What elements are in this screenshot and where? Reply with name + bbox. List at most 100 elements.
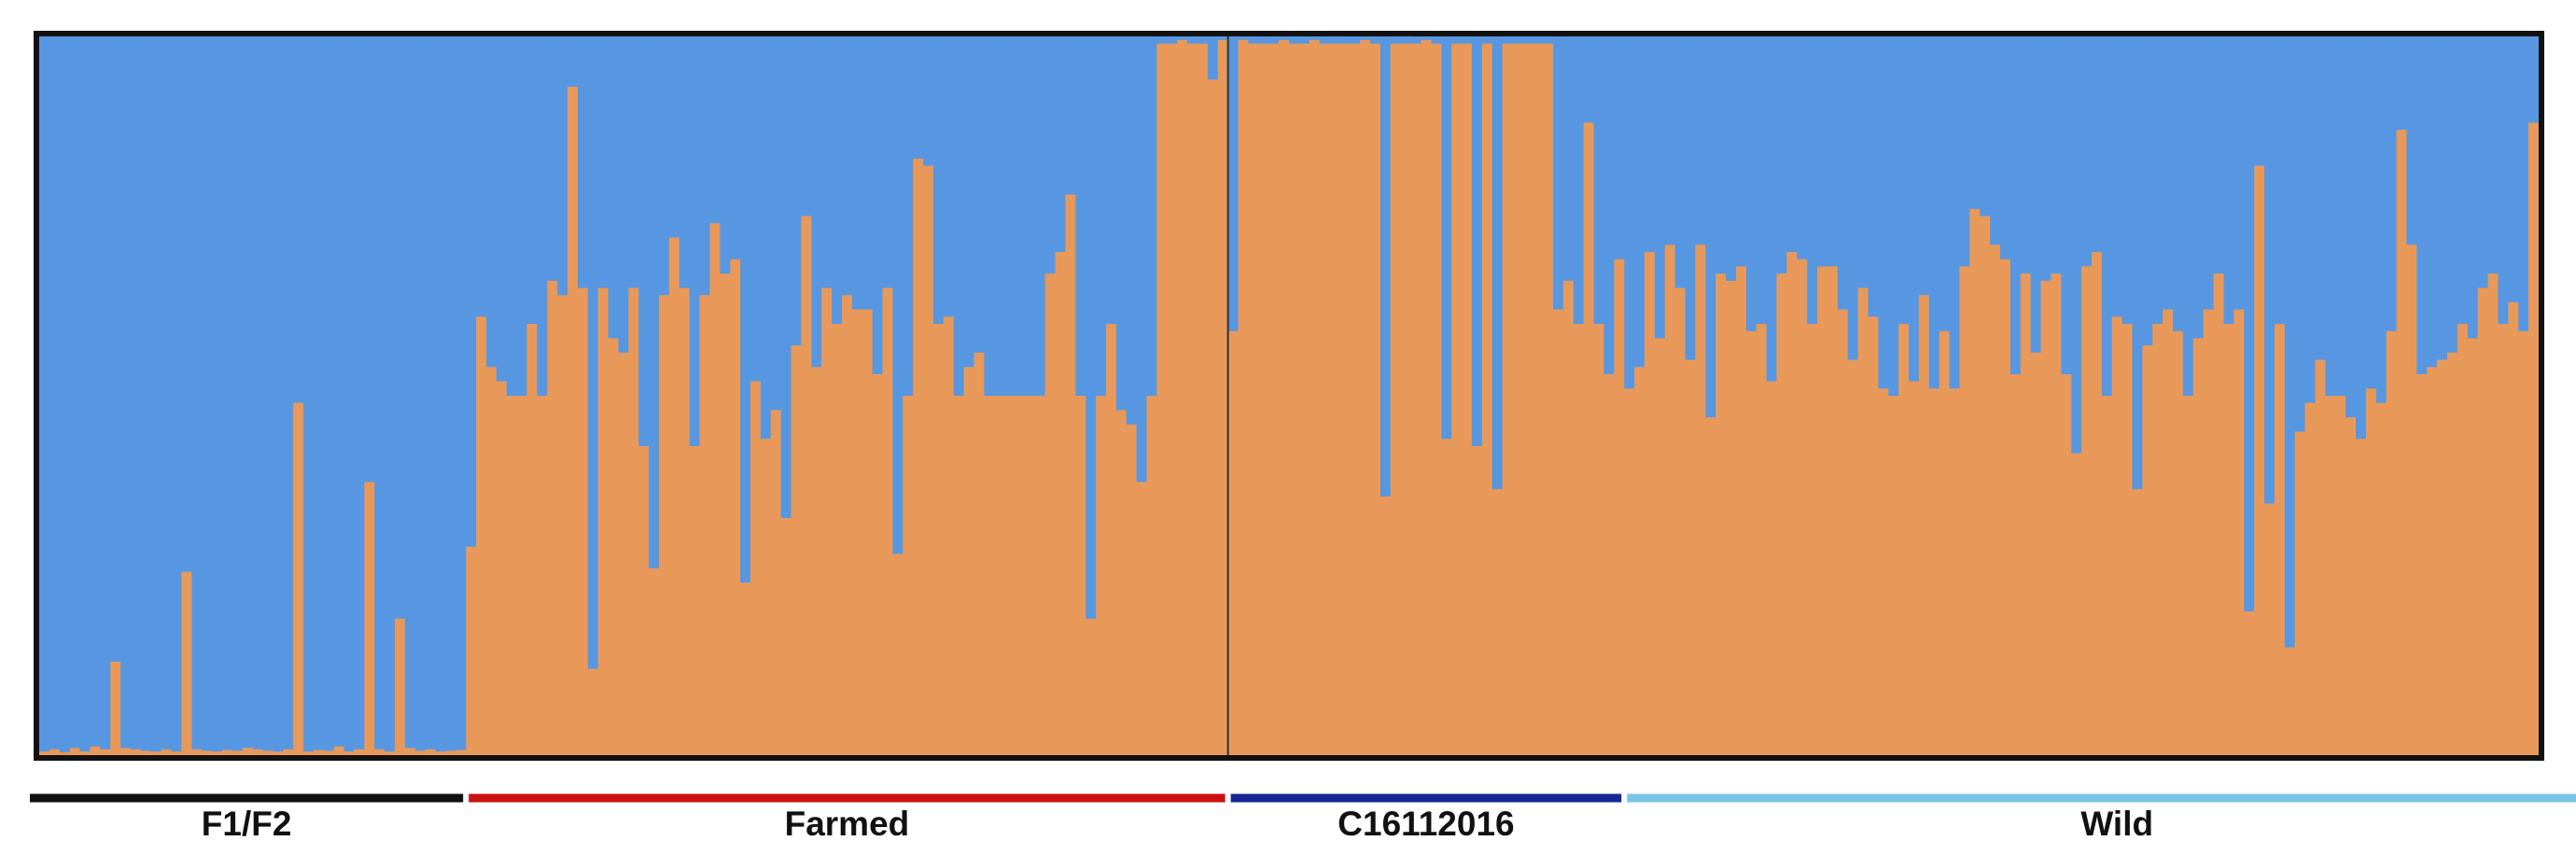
- bar-89-upper: [943, 36, 955, 317]
- bar-14-lower: [181, 571, 192, 755]
- bar-64-upper: [689, 36, 701, 447]
- bar-218-lower: [2254, 165, 2265, 756]
- bar-173-upper: [1797, 36, 1808, 260]
- bar-69-lower: [740, 582, 751, 755]
- bar-182-lower: [1888, 396, 1899, 755]
- bar-178-lower: [1847, 359, 1859, 755]
- bar-105-upper: [1106, 36, 1117, 325]
- bar-11-lower: [150, 751, 162, 755]
- bar-141-upper: [1471, 36, 1483, 447]
- bar-54-upper: [587, 36, 599, 670]
- bar-196-upper: [2030, 36, 2042, 354]
- bar-240-upper: [2477, 36, 2489, 288]
- bar-80-lower: [851, 309, 863, 755]
- bar-44-lower: [485, 367, 497, 755]
- bar-20-upper: [242, 36, 254, 749]
- bar-83-lower: [882, 287, 894, 755]
- bar-13-lower: [171, 751, 183, 755]
- bar-115-lower: [1207, 79, 1219, 755]
- bar-105-lower: [1106, 324, 1117, 755]
- bar-111-upper: [1167, 36, 1178, 45]
- bar-125-upper: [1309, 36, 1321, 41]
- bar-121-upper: [1268, 36, 1280, 45]
- bar-121-lower: [1268, 43, 1280, 755]
- bar-104-lower: [1096, 396, 1107, 755]
- bar-229-upper: [2365, 36, 2377, 389]
- bar-210-lower: [2173, 330, 2184, 755]
- bar-33-upper: [374, 36, 385, 750]
- bar-201-upper: [2081, 36, 2093, 267]
- bar-170-upper: [1766, 36, 1778, 383]
- bar-244-upper: [2518, 36, 2529, 332]
- bar-125-lower: [1309, 39, 1321, 756]
- bar-27-upper: [313, 36, 325, 751]
- bar-34-upper: [385, 36, 396, 752]
- bar-17-upper: [212, 36, 223, 752]
- bar-157-lower: [1634, 367, 1645, 755]
- bar-153-upper: [1593, 36, 1605, 325]
- bar-180-upper: [1868, 36, 1879, 317]
- bar-170-lower: [1766, 381, 1778, 755]
- bar-120-lower: [1258, 43, 1269, 755]
- bar-207-lower: [2142, 345, 2153, 755]
- bar-203-lower: [2101, 396, 2113, 755]
- bar-58-upper: [628, 36, 639, 288]
- bar-137-lower: [1431, 43, 1442, 755]
- bar-37-lower: [414, 750, 427, 755]
- bar-60-upper: [649, 36, 660, 569]
- bar-172-upper: [1786, 36, 1798, 253]
- bar-80-upper: [851, 36, 863, 311]
- bar-91-upper: [963, 36, 975, 368]
- bar-70-lower: [750, 381, 762, 755]
- bar-188-lower: [1949, 388, 1961, 755]
- bar-53-lower: [577, 287, 589, 755]
- bar-7-upper: [110, 36, 121, 663]
- bar-238-upper: [2457, 36, 2469, 325]
- bar-179-upper: [1857, 36, 1869, 288]
- bar-126-lower: [1319, 43, 1331, 755]
- bar-97-lower: [1024, 396, 1036, 755]
- bar-77-lower: [821, 287, 833, 755]
- bar-79-upper: [842, 36, 853, 296]
- bar-171-lower: [1776, 273, 1788, 756]
- bar-215-upper: [2223, 36, 2235, 325]
- bar-205-lower: [2121, 324, 2134, 755]
- group-label-0: F1/F2: [202, 805, 292, 843]
- bar-159-lower: [1654, 338, 1666, 755]
- bar-214-upper: [2213, 36, 2225, 274]
- bar-14-upper: [181, 36, 192, 573]
- bar-213-upper: [2203, 36, 2215, 311]
- bar-200-upper: [2071, 36, 2082, 455]
- bar-204-lower: [2111, 316, 2123, 755]
- bar-29-upper: [333, 36, 345, 748]
- bar-169-lower: [1756, 324, 1768, 755]
- bar-67-lower: [720, 273, 731, 756]
- bar-236-lower: [2437, 359, 2448, 755]
- bar-151-lower: [1573, 324, 1585, 755]
- bar-202-upper: [2092, 36, 2103, 253]
- bar-158-lower: [1645, 252, 1656, 755]
- bar-61-lower: [659, 295, 670, 755]
- bar-27-lower: [313, 750, 325, 755]
- bar-174-upper: [1807, 36, 1818, 325]
- bar-149-upper: [1553, 36, 1564, 311]
- bar-133-upper: [1390, 36, 1402, 45]
- bar-52-upper: [567, 36, 579, 88]
- bar-21-lower: [252, 749, 264, 755]
- bar-76-upper: [811, 36, 822, 368]
- bar-150-lower: [1562, 280, 1575, 755]
- bar-104-upper: [1096, 36, 1107, 397]
- bar-81-lower: [861, 309, 874, 755]
- bar-199-upper: [2061, 36, 2072, 375]
- bar-152-upper: [1583, 36, 1595, 123]
- bar-28-lower: [323, 750, 335, 755]
- bar-156-lower: [1624, 388, 1635, 755]
- bar-9-lower: [130, 749, 142, 755]
- bar-238-lower: [2457, 324, 2469, 755]
- bar-96-lower: [1015, 396, 1026, 755]
- bar-194-lower: [2009, 373, 2022, 755]
- bar-78-upper: [832, 36, 843, 325]
- bar-77-upper: [821, 36, 833, 288]
- bar-186-lower: [1928, 388, 1940, 755]
- bar-98-upper: [1034, 36, 1046, 397]
